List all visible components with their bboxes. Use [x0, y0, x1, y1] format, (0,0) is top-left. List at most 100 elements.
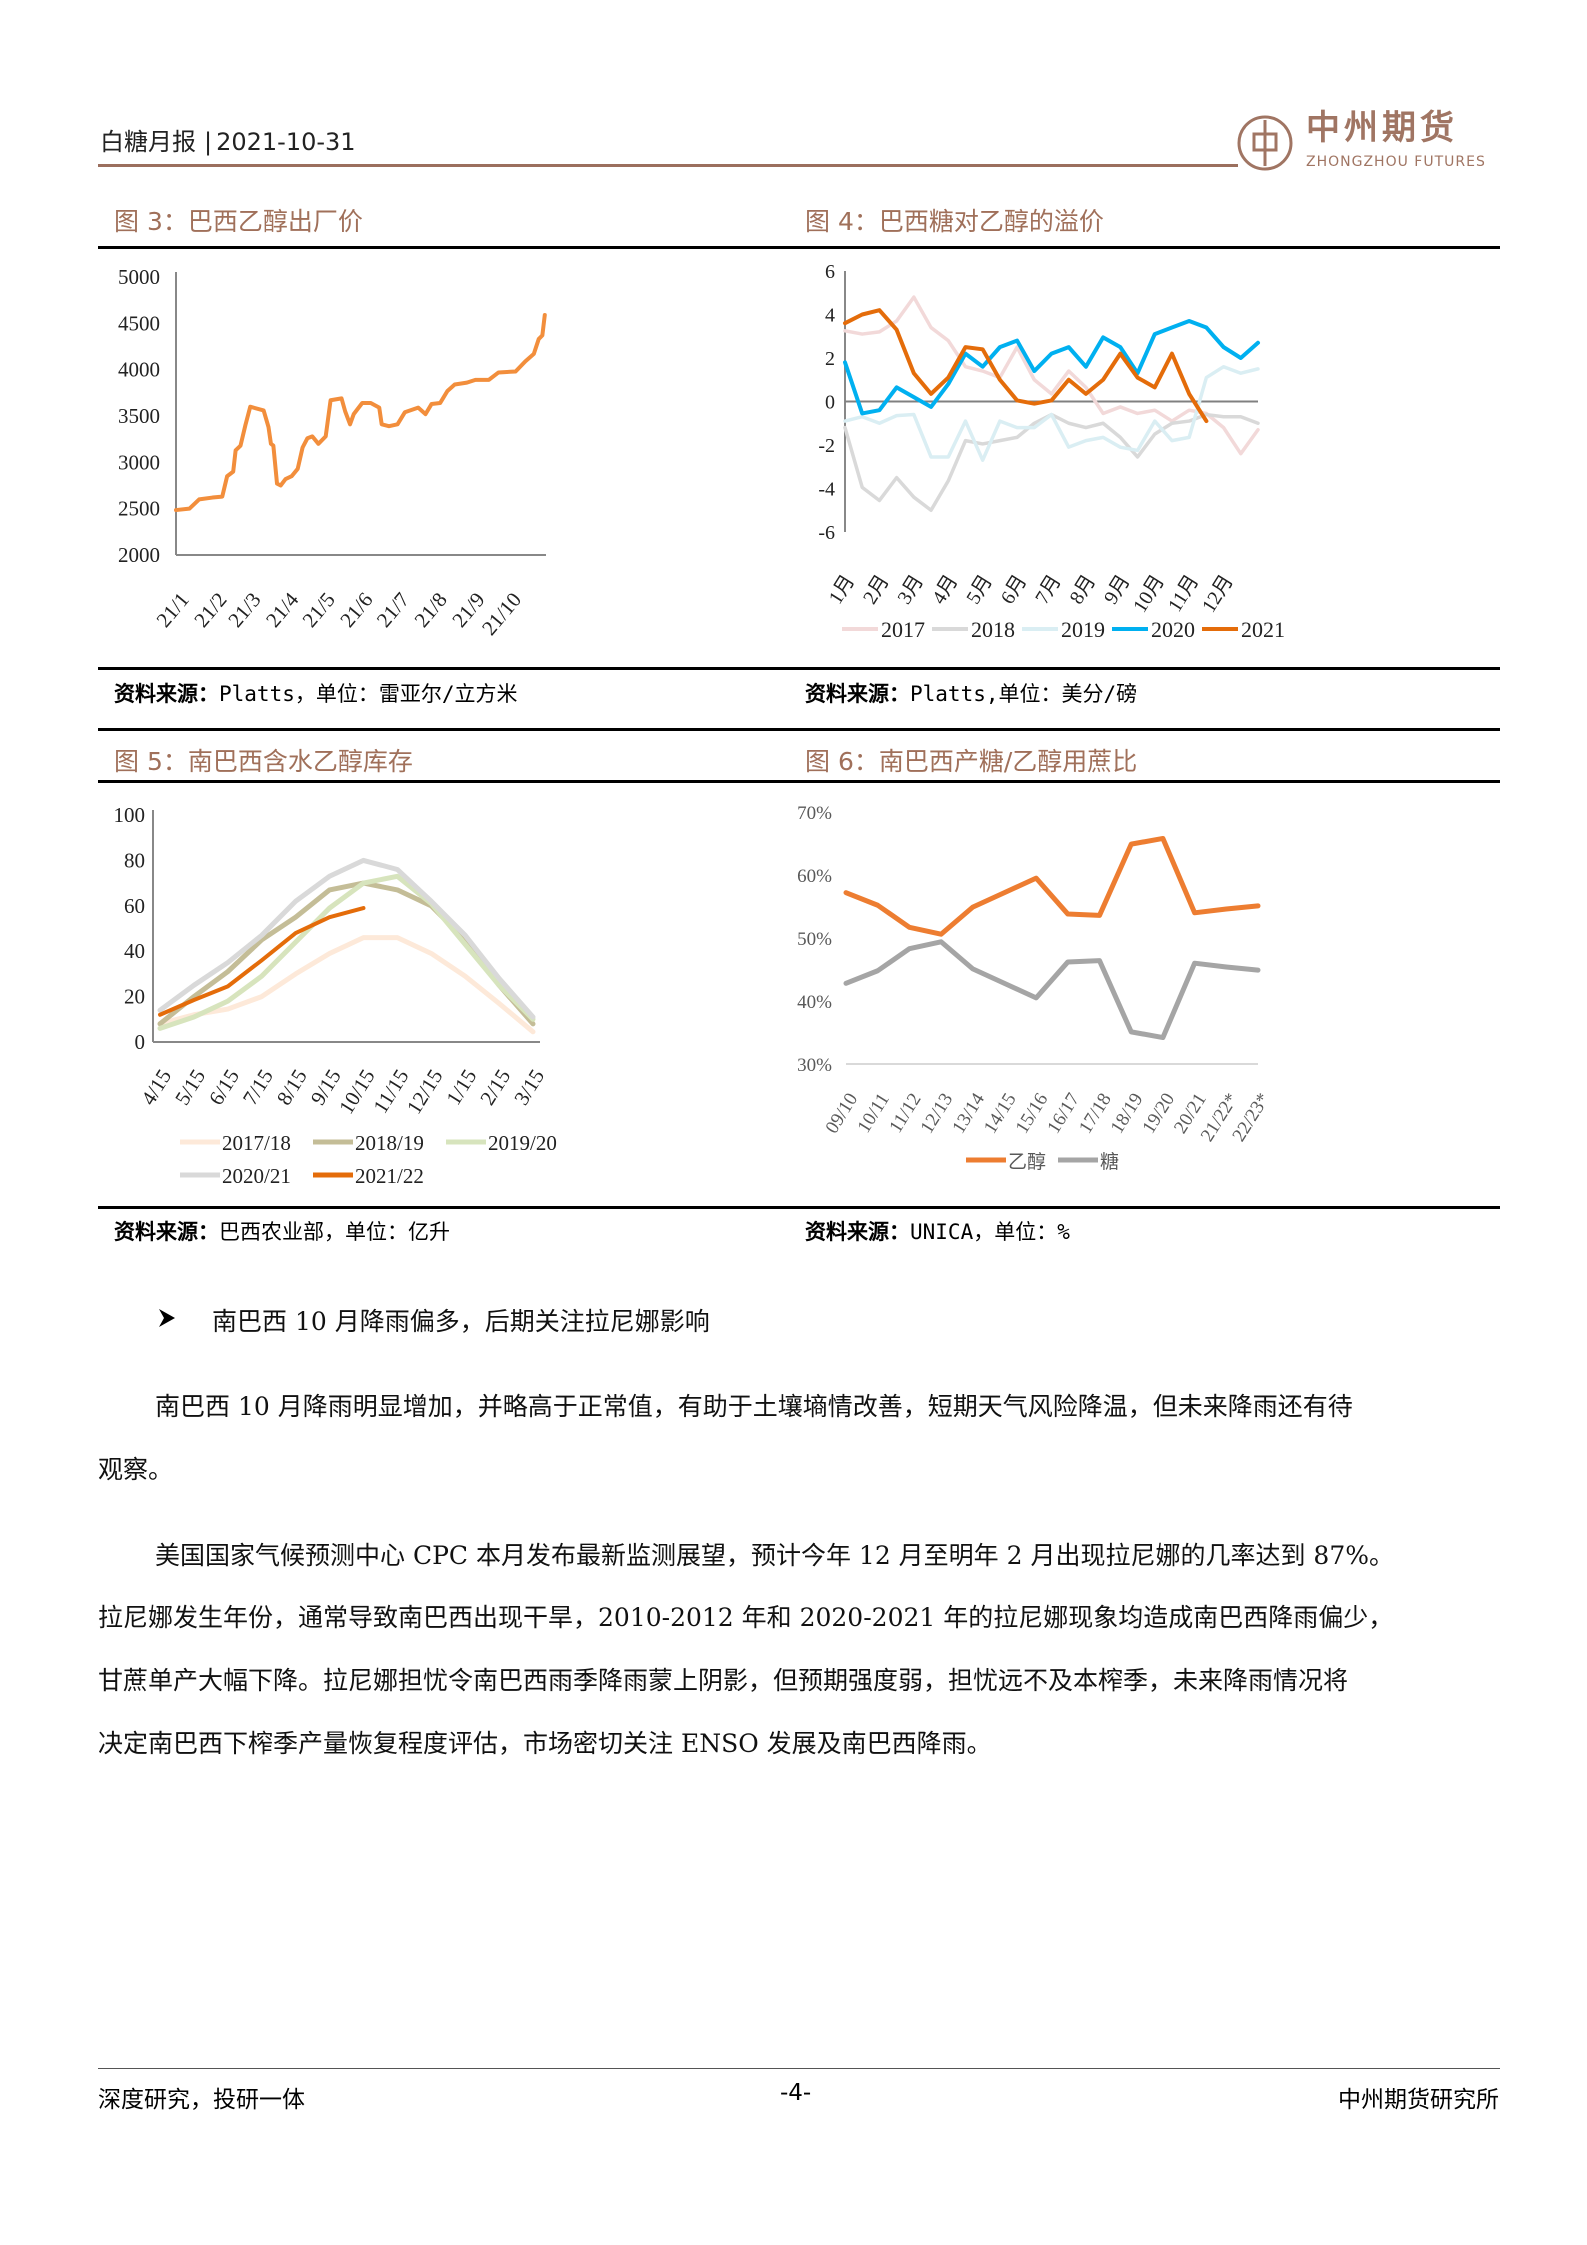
- x-tick-label: 14/15: [980, 1090, 1021, 1138]
- divider: [98, 1206, 1500, 1209]
- x-tick-label: 11月: [1164, 571, 1203, 616]
- x-tick-label: 8/15: [272, 1065, 312, 1109]
- legend-label: 乙醇: [1008, 1151, 1046, 1173]
- series-line: [157, 857, 536, 1020]
- legend-label: 2019: [1061, 617, 1105, 642]
- figure-6-source: 资料来源：UNICA，单位：%: [805, 1220, 1070, 1244]
- y-tick-label: 100: [114, 803, 146, 827]
- legend-label: 2017: [881, 617, 925, 642]
- y-tick-label: -6: [818, 522, 835, 544]
- report-header: 白糖月报 | 2021-10-31: [100, 122, 356, 157]
- x-tick-label: 11/12: [885, 1090, 925, 1137]
- figure-4-source: 资料来源：Platts,单位：美分/磅: [805, 682, 1138, 706]
- y-tick-label: 30%: [797, 1055, 832, 1076]
- paragraph-line: 甘蔗单产大幅下降。拉尼娜担忧令南巴西雨季降雨蒙上阴影，但预期强度弱，担忧远不及本…: [98, 1666, 1349, 1695]
- footer-line: [98, 2068, 1500, 2069]
- paragraph-line: 美国国家气候预测中心 CPC 本月发布最新监测展望，预计今年 12 月至明年 2…: [155, 1541, 1394, 1570]
- x-tick-label: 15/16: [1012, 1090, 1053, 1138]
- x-tick-label: 3/15: [509, 1065, 549, 1109]
- y-tick-label: 0: [825, 392, 835, 414]
- x-tick-label: 21/5: [297, 588, 339, 632]
- y-tick-label: 60: [124, 894, 145, 918]
- x-tick-label: 10月: [1129, 571, 1169, 617]
- logo-text-cn: 中州期货: [1306, 108, 1458, 148]
- y-tick-label: 3000: [118, 450, 160, 474]
- x-tick-label: 21/7: [372, 588, 414, 632]
- x-tick-label: 21/2: [189, 588, 231, 632]
- series-line: [843, 835, 1261, 937]
- figure-5-title: 图 5：南巴西含水乙醇库存: [114, 747, 413, 776]
- y-tick-label: 70%: [797, 803, 832, 824]
- y-tick-label: 2000: [118, 543, 160, 567]
- x-tick-label: 8月: [1066, 571, 1101, 608]
- report-date: 2021-10-31: [216, 128, 356, 156]
- y-tick-label: 4: [825, 305, 835, 327]
- divider: [98, 667, 1500, 670]
- logo-text-en: ZHONGZHOU FUTURES: [1306, 154, 1486, 170]
- x-tick-label: 6月: [997, 571, 1032, 608]
- figure-5-source: 资料来源：巴西农业部，单位：亿升: [114, 1220, 450, 1244]
- x-tick-label: 6/15: [204, 1065, 244, 1109]
- report-name: 白糖月报: [100, 128, 196, 156]
- zhongzhou-logo-icon: [1237, 115, 1293, 171]
- y-tick-label: 4000: [118, 358, 160, 382]
- y-tick-label: 50%: [797, 929, 832, 950]
- figure-3-source: 资料来源：Platts，单位：雷亚尔/立方米: [114, 682, 518, 706]
- series-line: [157, 873, 536, 1031]
- x-tick-label: 7月: [1031, 571, 1066, 608]
- x-tick-label: 17/18: [1075, 1090, 1116, 1138]
- paragraph-line: 拉尼娜发生年份，通常导致南巴西出现干旱，2010-2012 年和 2020-20…: [98, 1603, 1394, 1632]
- y-tick-label: 3500: [118, 404, 160, 428]
- y-tick-label: -2: [818, 435, 835, 457]
- y-tick-label: -4: [818, 479, 835, 501]
- chart-ethanol-price: 5000 4500 4000 3500 3000 2500 2000 21/121/221/3…: [118, 265, 547, 640]
- figure-4-title: 图 4：巴西糖对乙醇的溢价: [805, 207, 1104, 236]
- x-tick-label: 5/15: [170, 1065, 210, 1109]
- figure-3-title: 图 3：巴西乙醇出厂价: [114, 207, 363, 236]
- x-tick-label: 1月: [825, 571, 860, 608]
- series-line: [174, 312, 547, 513]
- x-tick-label: 7/15: [238, 1065, 278, 1109]
- series-line: [158, 906, 366, 1017]
- legend-label: 2019/20: [488, 1131, 557, 1155]
- y-tick-label: 0: [135, 1030, 146, 1054]
- x-tick-label: 5月: [962, 571, 997, 608]
- legend-label: 糖: [1100, 1151, 1119, 1173]
- x-tick-label: 21/1: [151, 588, 193, 632]
- series-line: [843, 295, 1260, 456]
- x-tick-label: 09/10: [821, 1090, 862, 1138]
- footer-org: 中州期货研究所: [1338, 2087, 1499, 2113]
- x-tick-label: 21/4: [261, 587, 304, 631]
- divider: [98, 728, 1500, 731]
- y-tick-label: 6: [825, 261, 835, 283]
- series-line: [843, 364, 1260, 462]
- arrow-bullet-icon: [159, 1309, 175, 1327]
- paragraph-line: 决定南巴西下榨季产量恢复程度评估，市场密切关注 ENSO 发展及南巴西降雨。: [98, 1729, 992, 1758]
- x-tick-label: 18/19: [1107, 1090, 1148, 1138]
- x-tick-label: 1/15: [441, 1065, 481, 1109]
- y-tick-label: 40%: [797, 992, 832, 1013]
- legend-label: 2020: [1151, 617, 1195, 642]
- series-line: [843, 939, 1261, 1041]
- y-tick-label: 40: [124, 939, 145, 963]
- y-tick-label: 60%: [797, 866, 832, 887]
- legend-label: 2020/21: [222, 1164, 291, 1188]
- x-tick-label: 21/6: [335, 588, 377, 632]
- x-tick-label: 2/15: [475, 1065, 515, 1109]
- x-tick-label: 2月: [859, 571, 894, 608]
- x-tick-label: 4/15: [136, 1065, 176, 1109]
- y-tick-label: 2: [825, 348, 835, 370]
- series-line: [157, 935, 536, 1035]
- series-line: [843, 308, 1209, 424]
- paragraph-line: 观察。: [98, 1455, 174, 1484]
- x-tick-label: 16/17: [1043, 1090, 1084, 1138]
- x-tick-label: 21/10: [477, 588, 526, 640]
- y-tick-label: 20: [124, 985, 145, 1009]
- x-tick-label: 3月: [894, 571, 929, 608]
- x-tick-label: 10/15: [334, 1065, 380, 1118]
- page-number: -4-: [780, 2080, 812, 2106]
- chart-ethanol-stock: 1008060402004/155/156/157/158/159/1510/1…: [114, 803, 557, 1188]
- x-tick-label: 13/14: [948, 1089, 989, 1137]
- paragraph-line: 南巴西 10 月降雨明显增加，并略高于正常值，有助于土壤墒情改善，短期天气风险降…: [155, 1392, 1353, 1421]
- x-tick-label: 9月: [1100, 571, 1135, 608]
